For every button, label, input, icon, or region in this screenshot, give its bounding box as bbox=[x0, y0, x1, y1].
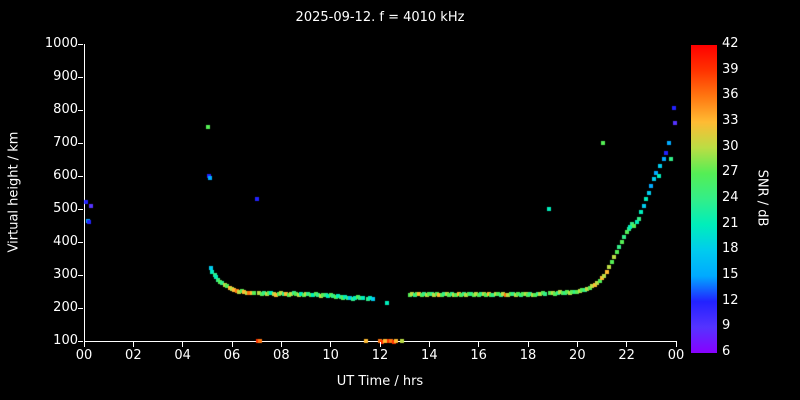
colorbar-tick-label: 24 bbox=[722, 190, 739, 205]
y-tick-label: 100 bbox=[53, 333, 78, 348]
y-tick-mark bbox=[78, 307, 83, 309]
y-tick-label: 400 bbox=[53, 234, 78, 249]
y-tick-mark bbox=[78, 76, 83, 78]
y-tick-label: 800 bbox=[53, 102, 78, 117]
colorbar-tick-label: 6 bbox=[722, 344, 731, 359]
colorbar-tick-label: 36 bbox=[722, 87, 739, 103]
x-tick-label: 16 bbox=[470, 348, 487, 363]
x-tick-label: 04 bbox=[174, 348, 191, 363]
x-tick-mark bbox=[83, 342, 85, 347]
y-tick-label: 900 bbox=[53, 69, 78, 84]
y-tick-label: 700 bbox=[53, 135, 78, 150]
colorbar-label: SNR / dB bbox=[754, 169, 770, 227]
colorbar-tick-label: 18 bbox=[722, 241, 739, 257]
y-tick-mark bbox=[78, 43, 83, 45]
x-tick-mark bbox=[527, 342, 529, 347]
y-tick-mark bbox=[78, 109, 83, 111]
x-tick-label: 14 bbox=[421, 348, 438, 363]
x-tick-label: 10 bbox=[322, 348, 339, 363]
y-tick-label: 200 bbox=[53, 300, 78, 315]
x-tick-label: 22 bbox=[618, 348, 635, 363]
x-tick-mark bbox=[379, 342, 381, 347]
colorbar-tick-label: 9 bbox=[722, 318, 731, 334]
x-tick-mark bbox=[280, 342, 282, 347]
colorbar-tick-label: 12 bbox=[722, 292, 739, 308]
x-tick-label: 02 bbox=[125, 348, 142, 363]
colorbar-tick-label: 39 bbox=[722, 61, 739, 77]
x-tick-mark bbox=[231, 342, 233, 347]
x-tick-mark bbox=[182, 342, 184, 347]
colorbar-tick-label: 15 bbox=[722, 267, 739, 282]
y-tick-label: 600 bbox=[53, 168, 78, 183]
x-tick-label: 12 bbox=[371, 348, 389, 363]
y-tick-label: 300 bbox=[53, 267, 78, 282]
x-tick-mark bbox=[478, 342, 480, 347]
x-tick-mark bbox=[428, 342, 430, 347]
colorbar-tick-label: 27 bbox=[722, 164, 739, 180]
colorbar bbox=[690, 44, 718, 354]
colorbar-tick-label: 30 bbox=[722, 138, 739, 154]
y-tick-mark bbox=[78, 175, 83, 177]
x-tick-label: 06 bbox=[223, 348, 241, 363]
colorbar-tick-label: 33 bbox=[722, 113, 739, 128]
x-tick-mark bbox=[330, 342, 332, 347]
y-tick-label: 1000 bbox=[44, 36, 78, 51]
colorbar-tick-label: 42 bbox=[722, 36, 739, 51]
x-tick-label: 20 bbox=[569, 348, 586, 363]
y-tick-mark bbox=[78, 142, 83, 144]
y-tick-mark bbox=[78, 208, 83, 210]
x-tick-label: 00 bbox=[75, 348, 93, 363]
x-tick-mark bbox=[576, 342, 578, 347]
x-tick-mark bbox=[675, 342, 677, 347]
y-tick-label: 500 bbox=[53, 201, 78, 216]
y-tick-mark bbox=[78, 340, 83, 342]
x-tick-label: 00 bbox=[667, 348, 685, 363]
x-tick-label: 18 bbox=[519, 348, 537, 363]
colorbar-tick-label: 21 bbox=[722, 215, 739, 231]
x-tick-label: 08 bbox=[273, 348, 290, 363]
x-tick-mark bbox=[132, 342, 134, 347]
x-tick-mark bbox=[626, 342, 628, 347]
y-tick-mark bbox=[78, 241, 83, 243]
y-tick-mark bbox=[78, 274, 83, 276]
